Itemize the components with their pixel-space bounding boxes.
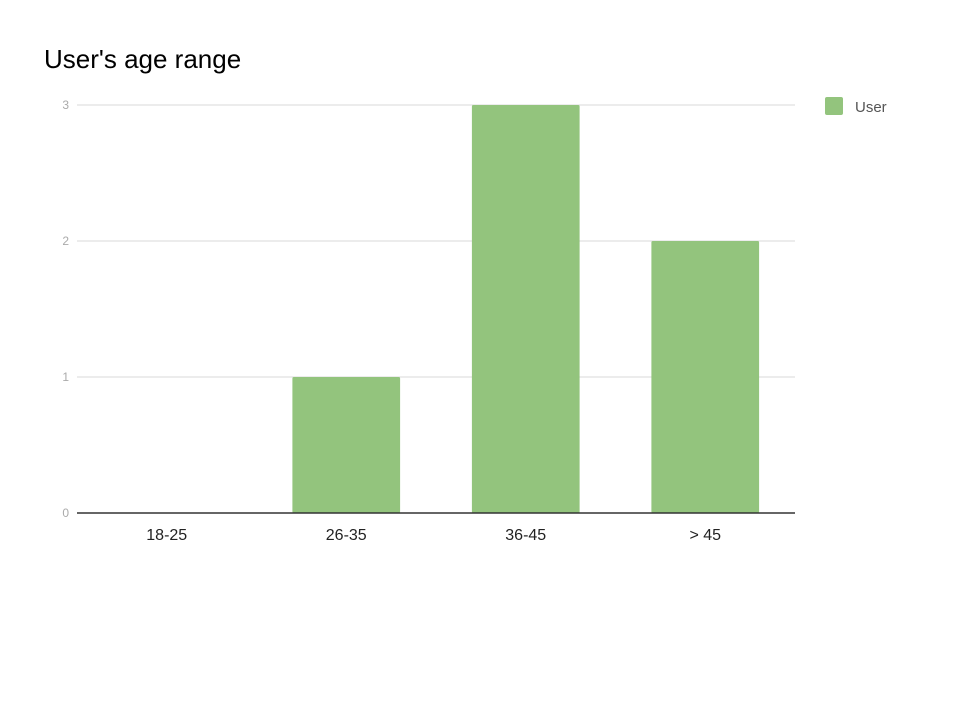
- bar[interactable]: [651, 241, 760, 513]
- x-tick-label: 36-45: [505, 527, 546, 544]
- y-tick-label: 2: [62, 234, 69, 248]
- bar[interactable]: [292, 377, 401, 513]
- y-tick-label: 3: [62, 98, 69, 112]
- legend-swatch: [825, 97, 843, 115]
- y-tick-label: 0: [62, 506, 69, 520]
- legend[interactable]: User: [825, 97, 887, 116]
- x-tick-label: > 45: [689, 527, 721, 544]
- x-tick-label: 26-35: [326, 527, 367, 544]
- bar[interactable]: [471, 105, 580, 513]
- x-axis-labels: 18-25 26-35 36-45 > 45: [146, 527, 721, 544]
- chart-title: User's age range: [44, 44, 242, 74]
- bars: [292, 105, 760, 513]
- y-tick-label: 1: [62, 370, 69, 384]
- x-tick-label: 18-25: [146, 527, 187, 544]
- y-axis-labels: 0 1 2 3: [62, 98, 69, 520]
- legend-label: User: [855, 99, 887, 116]
